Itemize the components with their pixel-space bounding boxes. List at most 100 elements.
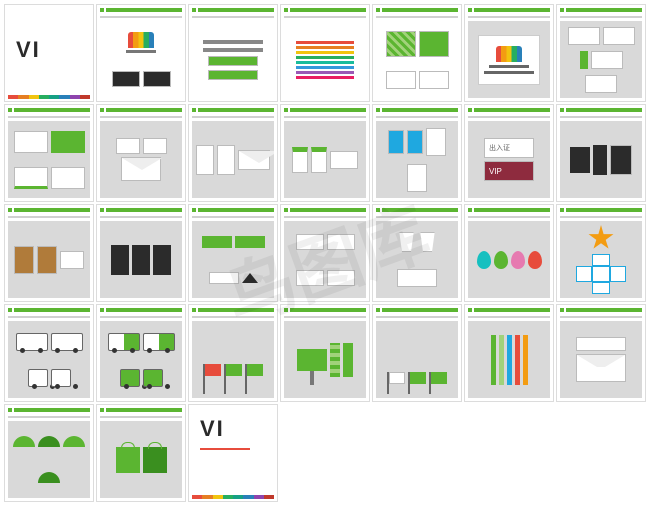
page-table-flags bbox=[372, 304, 462, 402]
id-card bbox=[330, 151, 358, 169]
page-body bbox=[100, 21, 182, 98]
balloon-icon bbox=[494, 251, 508, 269]
page-vehicles bbox=[4, 304, 94, 402]
biz-card-green bbox=[580, 51, 588, 69]
page-letterhead bbox=[4, 104, 94, 202]
balloon-icon bbox=[528, 251, 542, 269]
flag-icon bbox=[205, 364, 221, 376]
page-header bbox=[97, 5, 185, 15]
flag-icon bbox=[226, 364, 242, 376]
bag-icon bbox=[116, 447, 140, 473]
page-grid: VI bbox=[0, 0, 650, 506]
page-bags bbox=[96, 404, 186, 502]
van-livery-icon bbox=[108, 333, 140, 351]
blank-swatch bbox=[386, 71, 416, 89]
badge-blue bbox=[407, 130, 423, 154]
cover-title: VI bbox=[16, 37, 41, 63]
ticket bbox=[327, 234, 355, 250]
vip-pass: VIP bbox=[484, 161, 534, 181]
cup-flat bbox=[397, 269, 437, 287]
page-folders bbox=[4, 204, 94, 302]
page-envelope-open bbox=[556, 304, 646, 402]
page-paper-cups bbox=[372, 204, 462, 302]
sign-bar bbox=[235, 236, 265, 248]
letter-card bbox=[51, 167, 85, 189]
page-stationery-set bbox=[188, 104, 278, 202]
dark-folder bbox=[111, 245, 129, 275]
van-rear-icon bbox=[51, 369, 71, 387]
umbrella-icon bbox=[38, 436, 60, 447]
sign-bar-white bbox=[209, 272, 239, 284]
page-cover-front: VI bbox=[4, 4, 94, 102]
umbrella-icon bbox=[63, 436, 85, 447]
letter-card-green bbox=[51, 131, 85, 153]
envelope-open-icon bbox=[576, 354, 626, 382]
bag-icon bbox=[143, 447, 167, 473]
brand-logo-icon bbox=[128, 32, 154, 48]
cup-icon bbox=[398, 232, 416, 252]
pattern-swatch bbox=[386, 31, 416, 57]
page-text-specimens bbox=[188, 4, 278, 102]
biz-card bbox=[603, 27, 635, 45]
page-cover-back: VI bbox=[188, 404, 278, 502]
page-vip-pass: 出入证 VIP bbox=[464, 104, 554, 202]
page-pattern-green bbox=[372, 4, 462, 102]
page-dark-folders bbox=[96, 204, 186, 302]
dark-card bbox=[112, 71, 140, 87]
ticket bbox=[296, 234, 324, 250]
van-front-icon bbox=[28, 369, 48, 387]
ticket bbox=[327, 270, 355, 286]
box-dieline-icon bbox=[576, 254, 626, 294]
page-signage-green bbox=[188, 204, 278, 302]
page-umbrellas bbox=[4, 404, 94, 502]
id-badge bbox=[311, 147, 327, 173]
page-desk-items bbox=[556, 104, 646, 202]
blank-swatch bbox=[419, 71, 449, 89]
id-badge bbox=[292, 147, 308, 173]
table-flag-icon bbox=[410, 372, 426, 384]
van-livery-icon bbox=[143, 333, 175, 351]
envelope-icon bbox=[238, 150, 270, 170]
dark-card bbox=[143, 71, 171, 87]
page-balloons bbox=[464, 204, 554, 302]
white-card bbox=[60, 251, 84, 269]
biz-card bbox=[568, 27, 600, 45]
cover-title-back: VI bbox=[200, 416, 225, 442]
dark-folder bbox=[132, 245, 150, 275]
doc-card bbox=[217, 145, 235, 175]
sign-bar bbox=[202, 236, 232, 248]
van-front-icon bbox=[120, 369, 140, 387]
cover-underline bbox=[200, 448, 250, 450]
page-tickets bbox=[280, 204, 370, 302]
kraft-folder bbox=[37, 246, 57, 274]
balloon-icon bbox=[511, 251, 525, 269]
page-box-net bbox=[556, 204, 646, 302]
letter-card bbox=[14, 167, 48, 189]
mail-card bbox=[576, 337, 626, 351]
table-flag-icon bbox=[431, 372, 447, 384]
badge-blue bbox=[388, 130, 404, 154]
folder-dark bbox=[610, 145, 632, 175]
table-flag-icon bbox=[389, 372, 405, 384]
balloon-icon bbox=[477, 251, 491, 269]
kraft-folder bbox=[14, 246, 34, 274]
page-envelope bbox=[96, 104, 186, 202]
biz-card bbox=[591, 51, 623, 69]
notebook-icon bbox=[593, 145, 607, 175]
color-stripe-list bbox=[296, 41, 353, 79]
cup-icon bbox=[419, 232, 437, 252]
entry-pass: 出入证 bbox=[484, 138, 534, 158]
letter-card bbox=[14, 131, 48, 153]
starburst-icon bbox=[588, 225, 614, 251]
rainbow-footer bbox=[192, 495, 274, 499]
umbrella-icon bbox=[38, 472, 60, 483]
dark-folder bbox=[153, 245, 171, 275]
badge-white bbox=[426, 128, 446, 156]
page-banners bbox=[280, 304, 370, 402]
rainbow-footer bbox=[8, 95, 90, 99]
page-color-stripes bbox=[280, 4, 370, 102]
page-id-cards bbox=[280, 104, 370, 202]
page-logo-cards bbox=[96, 4, 186, 102]
umbrella-icon bbox=[13, 436, 35, 447]
envelope-icon bbox=[121, 157, 161, 181]
